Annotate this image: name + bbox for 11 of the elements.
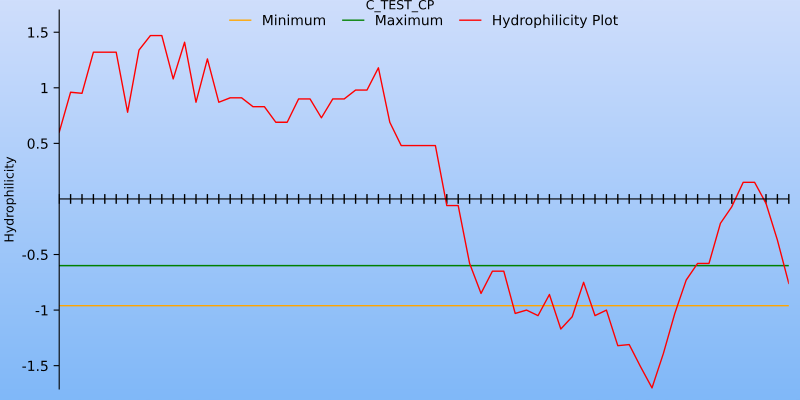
chart-title: C_TEST_CP <box>366 0 434 12</box>
legend-label: Maximum <box>376 14 442 26</box>
y-tick-label: -1.5 <box>22 360 48 372</box>
y-tick-label: 0.5 <box>28 138 48 149</box>
legend-label: Minimum <box>263 14 325 26</box>
legend-label: Hydrophilicity Plot <box>493 14 618 28</box>
y-axis-title: Hydrophilicity <box>4 156 16 242</box>
y-tick-label: -1 <box>36 305 48 316</box>
y-tick-label: 1 <box>41 82 48 94</box>
y-tick-label: -0.5 <box>22 249 48 260</box>
y-tick-label: 1.5 <box>28 27 48 38</box>
